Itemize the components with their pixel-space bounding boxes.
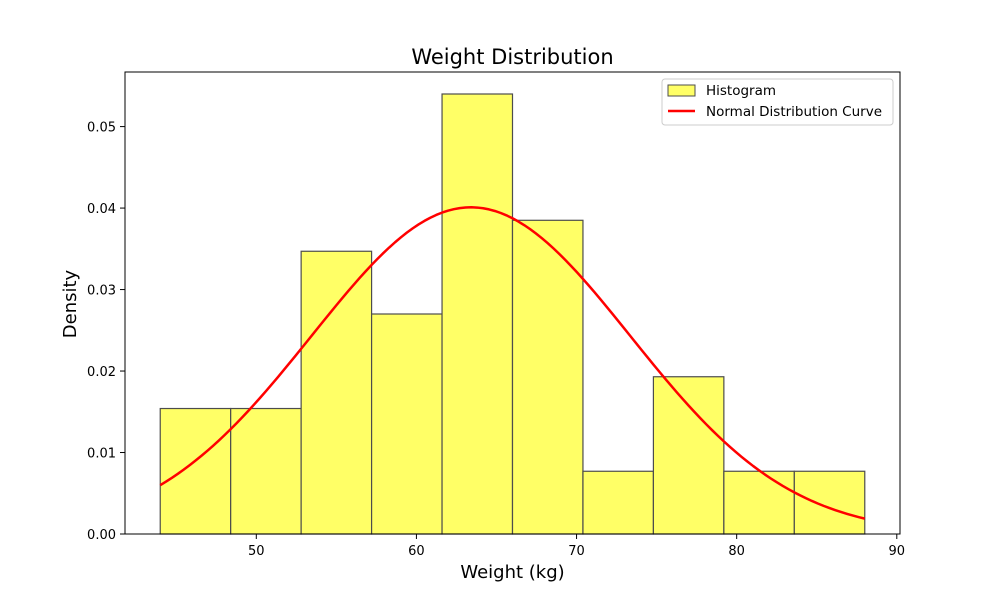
histogram-bar — [582, 470, 655, 535]
x-tick-label: 90 — [889, 544, 906, 559]
histogram-bar — [159, 407, 232, 535]
x-tick-label: 70 — [568, 544, 585, 559]
x-tick-label: 60 — [408, 544, 425, 559]
x-axis-ticks: 50 60 70 80 90 — [248, 534, 905, 559]
histogram-bars — [159, 93, 866, 535]
histogram-bar — [441, 93, 514, 535]
histogram-bar — [230, 407, 302, 535]
legend-box — [661, 78, 894, 126]
chart-title: Weight Distribution — [411, 45, 613, 69]
x-axis-label: Weight (kg) — [460, 562, 564, 583]
legend-curve-label: Normal Distribution Curve — [706, 104, 882, 120]
y-tick-label: 0.00 — [87, 528, 116, 543]
y-tick-label: 0.03 — [87, 284, 116, 299]
y-tick-label: 0.04 — [87, 202, 116, 217]
y-axis-ticks: 0.00 0.01 0.02 0.03 0.04 0.05 — [87, 121, 125, 543]
legend-histogram-swatch — [667, 84, 696, 97]
histogram-bar — [793, 470, 866, 535]
histogram-bar — [300, 250, 373, 535]
y-axis-label: Density — [60, 269, 81, 338]
legend: Histogram Normal Distribution Curve — [661, 78, 894, 126]
y-tick-label: 0.02 — [87, 365, 116, 380]
legend-histogram-label: Histogram — [706, 83, 776, 99]
y-tick-label: 0.05 — [87, 121, 116, 136]
normal-curve-layer — [159, 206, 866, 520]
x-tick-label: 80 — [728, 544, 745, 559]
histogram-bar — [723, 470, 795, 535]
normal-distribution-curve — [159, 206, 866, 520]
histogram-bar — [370, 313, 443, 535]
plot-frame — [124, 71, 901, 535]
x-tick-label: 50 — [248, 544, 265, 559]
y-tick-label: 0.01 — [87, 447, 116, 462]
histogram-bar — [652, 376, 725, 535]
